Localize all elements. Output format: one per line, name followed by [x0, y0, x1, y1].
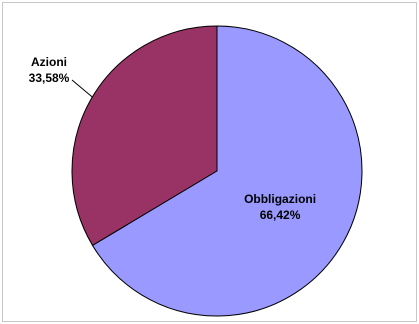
pie-slice-obbligazioni: [91, 25, 363, 317]
slice-value-azioni: 33,58%: [29, 71, 70, 85]
slice-value-obbligazioni: 66,42%: [260, 208, 301, 222]
leader-line-azioni: [71, 79, 94, 98]
pie-slice-azioni: [71, 25, 218, 247]
slice-label-obbligazioni: Obbligazioni: [244, 192, 316, 206]
slice-label-azioni: Azioni: [31, 55, 67, 69]
